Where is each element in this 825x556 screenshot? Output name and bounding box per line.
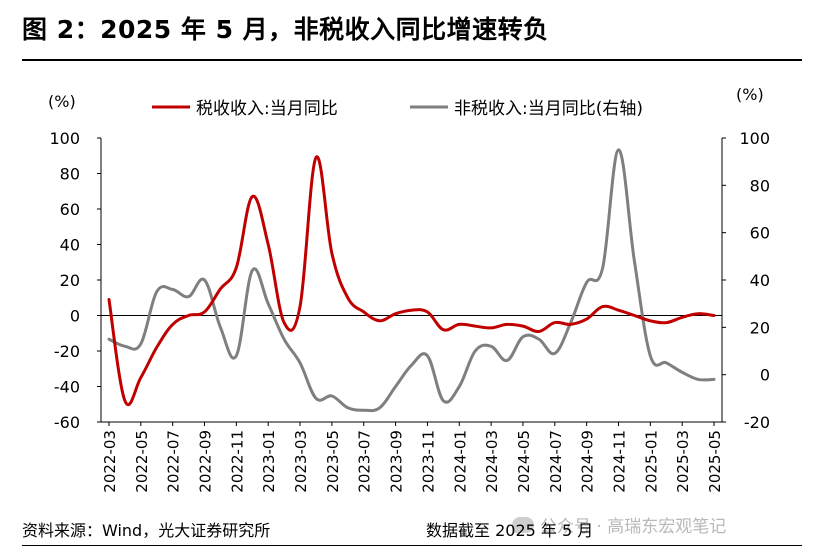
left-axis-tick-label: -40	[54, 378, 80, 397]
right-axis-tick-label: 60	[750, 224, 770, 243]
left-axis-tick-label: 80	[60, 165, 80, 184]
watermark: 公众号 · 高瑞东宏观笔记	[512, 512, 726, 537]
x-axis-tick-label: 2022-03	[101, 430, 119, 493]
left-axis-tick-label: -60	[54, 413, 80, 432]
x-axis-tick-label: 2022-11	[228, 430, 246, 493]
x-axis-tick-label: 2023-09	[388, 430, 406, 493]
x-axis-tick-label: 2024-09	[579, 430, 597, 493]
x-axis-tick-label: 2024-07	[547, 430, 565, 493]
series-line-nontax-revenue	[107, 148, 716, 413]
right-axis-tick-label: 80	[750, 176, 770, 195]
x-axis-tick-label: 2025-01	[642, 430, 660, 493]
legend-label-tax: 税收收入:当月同比	[196, 99, 338, 119]
right-axis-tick-label: 100	[739, 129, 770, 148]
series-lines	[107, 148, 716, 413]
left-axis-unit: (%)	[48, 92, 76, 111]
left-axis-tick-label: -20	[54, 342, 80, 361]
watermark-text: 公众号 · 高瑞东宏观笔记	[540, 517, 727, 537]
x-axis-tick-label: 2023-03	[292, 430, 310, 493]
left-axis-tick-label: 60	[60, 200, 80, 219]
source-note: 资料来源：Wind，光大证券研究所	[22, 521, 271, 540]
left-axis-tick-label: 0	[70, 307, 80, 326]
x-axis-tick-label: 2023-11	[419, 430, 437, 493]
left-axis-tick-label: 20	[60, 271, 80, 290]
figure-title: 图 2：2025 年 5 月，非税收入同比增速转负	[22, 15, 549, 44]
data-cutoff-note: 数据截至 2025 年 5 月	[426, 521, 594, 540]
x-axis-tick-label: 2023-01	[260, 430, 278, 493]
x-axis-tick-label: 2024-03	[483, 430, 501, 493]
title-rule	[22, 59, 802, 61]
footer-rule	[22, 545, 802, 546]
wechat-icon	[512, 516, 534, 533]
right-axis-tick-label: 20	[750, 318, 770, 337]
right-axis-tick-label: 40	[750, 271, 770, 290]
legend: 税收收入:当月同比 非税收入:当月同比(右轴)	[152, 99, 643, 119]
left-axis-tick-label: 100	[49, 129, 80, 148]
legend-label-nontax: 非税收入:当月同比(右轴)	[454, 99, 643, 119]
x-axis-tick-label: 2022-07	[165, 430, 183, 493]
right-axis-tick-label: -20	[744, 413, 770, 432]
x-axis-tick-label: 2022-05	[133, 430, 151, 493]
right-axis-unit: (%)	[736, 85, 764, 104]
left-axis-tick-label: 40	[60, 236, 80, 255]
axes: 100 80 60 40 20 0 -20 -40 -60 100 80 60 40 20 0 -20 2022…	[49, 129, 770, 493]
x-axis-tick-label: 2025-05	[706, 430, 724, 493]
x-axis-tick-label: 2024-05	[515, 430, 533, 493]
x-axis-tick-label: 2024-11	[611, 430, 629, 493]
x-axis-tick-label: 2023-07	[356, 430, 374, 493]
series-line-tax-revenue	[107, 155, 716, 406]
right-axis-tick-label: 0	[760, 366, 770, 385]
x-axis-tick-label: 2023-05	[324, 430, 342, 493]
x-axis-tick-label: 2025-03	[674, 430, 692, 493]
x-axis-tick-label: 2024-01	[451, 430, 469, 493]
x-axis-tick-label: 2022-09	[197, 430, 215, 493]
